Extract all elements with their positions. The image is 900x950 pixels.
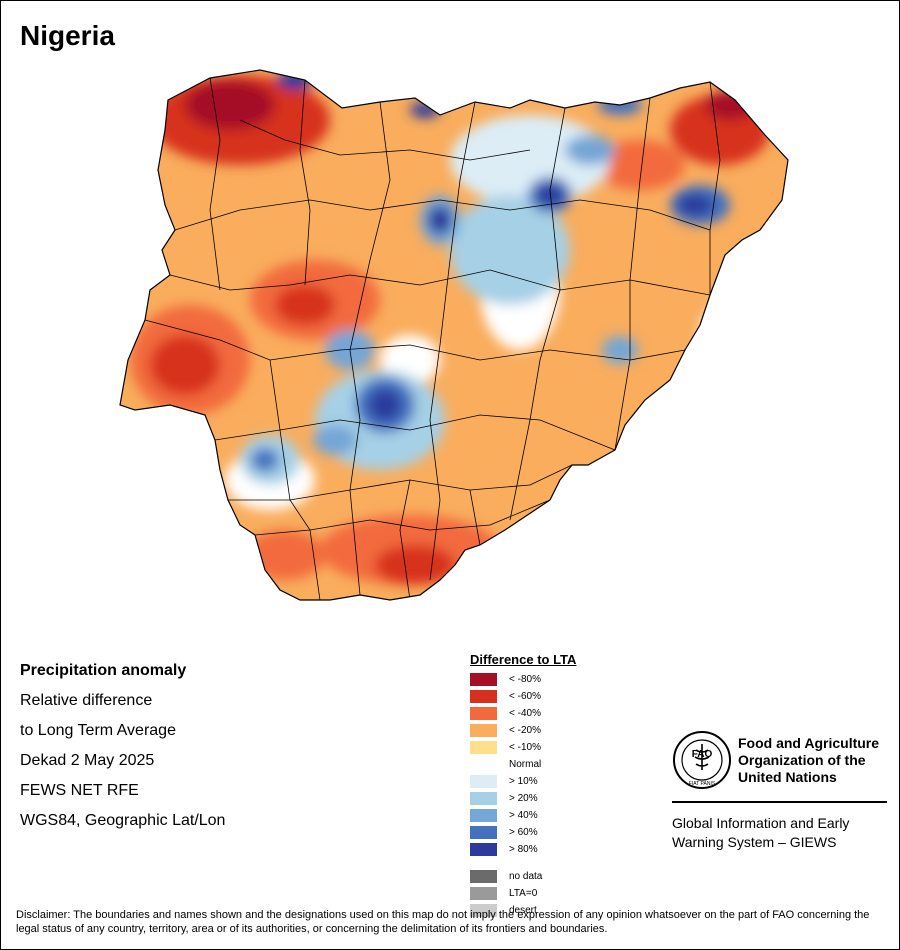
legend-item: > 80% — [470, 841, 576, 858]
legend-label: > 60% — [509, 827, 538, 838]
legend-label: > 40% — [509, 810, 538, 821]
legend-label: < -60% — [509, 691, 541, 702]
giews-label: Global Information and Early Warning Sys… — [672, 814, 892, 852]
legend-label: Normal — [509, 759, 542, 770]
legend-item-desert: desert — [470, 902, 576, 919]
legend-swatch — [470, 690, 497, 703]
legend-swatch — [470, 843, 497, 856]
fao-logo-motto: FIAT PANIS — [689, 781, 716, 787]
legend-label: > 80% — [509, 844, 538, 855]
legend-label: > 10% — [509, 776, 538, 787]
legend-label: desert — [509, 905, 537, 916]
map-info: Precipitation anomaly Relative differenc… — [20, 656, 225, 836]
legend-special: no data LTA=0 desert — [470, 868, 576, 919]
info-projection: WGS84, Geographic Lat/Lon — [20, 812, 226, 829]
legend-label: no data — [509, 871, 543, 882]
map-title: Nigeria — [20, 20, 115, 51]
legend-item: < -40% — [470, 705, 576, 722]
legend-item: > 10% — [470, 773, 576, 790]
org-name-line1: Food and Agriculture — [738, 735, 880, 751]
legend-swatch — [470, 809, 497, 822]
legend-swatch — [470, 792, 497, 805]
legend-swatch — [470, 707, 497, 720]
org-name-line2: Organization of the — [738, 752, 866, 768]
legend-swatch — [470, 673, 497, 686]
legend-item: < -60% — [470, 688, 576, 705]
fao-divider — [672, 801, 887, 803]
info-heading: Precipitation anomaly — [20, 662, 187, 679]
legend-label: < -80% — [509, 674, 541, 685]
legend-item: > 60% — [470, 824, 576, 841]
legend-item: > 40% — [470, 807, 576, 824]
legend-swatch — [470, 870, 497, 883]
legend-label: LTA=0 — [509, 888, 538, 899]
org-name-line3: United Nations — [738, 769, 837, 785]
legend-swatch — [470, 904, 497, 917]
legend-classes: < -80% < -60% < -40% < -20% < -10% Norma… — [470, 671, 576, 858]
legend-label: < -10% — [509, 742, 541, 753]
anomaly-map — [119, 69, 789, 601]
info-source: FEWS NET RFE — [20, 782, 139, 799]
info-line1: Relative difference — [20, 692, 153, 709]
legend-item: < -20% — [470, 722, 576, 739]
legend: Difference to LTA < -80% < -60% < -40% <… — [470, 652, 576, 919]
fao-org-name: Food and Agriculture Organization of the… — [738, 735, 898, 786]
legend-swatch — [470, 887, 497, 900]
giews-line1: Global Information and Early — [672, 815, 850, 831]
legend-title: Difference to LTA — [470, 652, 577, 667]
legend-swatch — [470, 741, 497, 754]
legend-item: < -80% — [470, 671, 576, 688]
legend-item-no-data: no data — [470, 868, 576, 885]
legend-label: < -20% — [509, 725, 541, 736]
legend-item: > 20% — [470, 790, 576, 807]
info-line2: to Long Term Average — [20, 722, 176, 739]
info-period: Dekad 2 May 2025 — [20, 752, 155, 769]
legend-item-lta-zero: LTA=0 — [470, 885, 576, 902]
fao-logo-text: FAO — [692, 749, 713, 760]
disclaimer: Disclaimer: The boundaries and names sho… — [16, 909, 870, 935]
legend-item: Normal — [470, 756, 576, 773]
legend-label: < -40% — [509, 708, 541, 719]
legend-item: < -10% — [470, 739, 576, 756]
legend-swatch — [470, 758, 497, 771]
giews-line2: Warning System – GIEWS — [672, 834, 837, 850]
legend-swatch — [470, 775, 497, 788]
legend-swatch — [470, 724, 497, 737]
legend-swatch — [470, 826, 497, 839]
legend-label: > 20% — [509, 793, 538, 804]
fao-logo-icon: FAO FIAT PANIS — [673, 731, 731, 789]
